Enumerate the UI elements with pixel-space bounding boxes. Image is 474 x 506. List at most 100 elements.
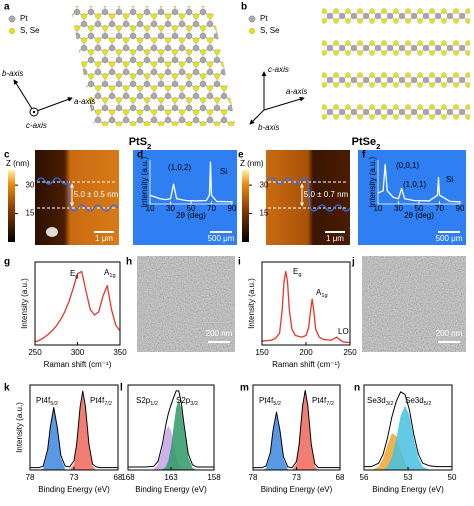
colorbar-tick-label: 15 <box>260 209 269 218</box>
legend-label-sub: 5/2 <box>50 401 58 407</box>
legend-label: Pt4f7/2 <box>312 396 334 407</box>
x-axis-label: Raman shift (cm⁻¹) <box>44 360 112 369</box>
peak-label-main: E <box>293 267 298 276</box>
legend-label-main: S2p <box>136 396 151 405</box>
section-title-main: PtSe <box>352 136 376 148</box>
y-axis-label: Intensity (a.u.) <box>20 278 29 329</box>
scale-label: 200 nm <box>206 329 233 338</box>
x-tick-label: 53 <box>404 473 413 482</box>
x-tick-label: 78 <box>249 473 258 482</box>
peak-label-sub: g <box>298 272 301 278</box>
x-tick-label: 70 <box>207 204 216 213</box>
x-tick-label: 168 <box>121 473 135 482</box>
legend-label-sub: 3/2 <box>386 401 394 407</box>
legend-label: Se3d5/2 <box>405 396 431 407</box>
legend-label-sub: 5/2 <box>424 401 432 407</box>
x-tick-label: 73 <box>292 473 301 482</box>
step-height: 5.0 ± 0.7 nm <box>304 190 349 199</box>
sem-image <box>137 256 235 352</box>
peak-label-sub: 1g <box>109 273 115 279</box>
colorbar-label: Z (nm) <box>240 159 264 168</box>
y-axis-label: Intensity (a.u.) <box>15 402 24 453</box>
legend-pt <box>248 15 256 23</box>
legend-label: Se3d3/2 <box>367 396 393 407</box>
legend-s <box>8 28 15 35</box>
x-axis-label: 2θ (deg) <box>176 211 206 220</box>
panel-letter: b <box>241 2 247 13</box>
envelope-line <box>128 390 214 468</box>
x-axis-label: Binding Energy (eV) <box>372 485 444 494</box>
scale-label: 200 nm <box>436 329 463 338</box>
peak-label: Si <box>220 167 227 176</box>
section-title: PtS2 <box>129 136 152 151</box>
axis-arrow <box>33 97 73 113</box>
legend-label: S2p1/2 <box>136 396 158 407</box>
crystal-layer <box>322 104 470 120</box>
peak-label-sub: g <box>75 274 78 280</box>
axis-label: b-axis <box>258 123 279 132</box>
peak-label: (0,0,1) <box>396 161 419 170</box>
axis-label: a-axis <box>286 87 307 96</box>
axis-label: a-axis <box>74 97 95 106</box>
x-tick-label: 56 <box>360 473 369 482</box>
colorbar-tick-label: 15 <box>26 209 35 218</box>
x-tick-label: 78 <box>26 473 35 482</box>
legend-label: Pt <box>260 14 268 23</box>
x-tick-label: 68 <box>114 473 123 482</box>
panel-letter: h <box>126 257 132 268</box>
axis-arrow <box>249 109 265 125</box>
axis-out <box>32 110 36 114</box>
y-axis-label: Intensity (a.u.) <box>140 156 149 207</box>
peak-label-main: E <box>70 269 75 278</box>
legend-label-main: Pt4f <box>259 396 274 405</box>
x-tick-label: 250 <box>28 348 42 357</box>
peak-label: A1g <box>104 268 116 279</box>
legend-label-sub: 3/2 <box>190 401 198 407</box>
section-title: PtSe2 <box>352 136 381 151</box>
crystal-layer <box>322 8 470 24</box>
panel-letter: e <box>238 150 244 161</box>
section-title-sub: 2 <box>147 142 151 151</box>
x-tick-label: 150 <box>255 348 269 357</box>
fit-peak <box>364 405 452 470</box>
x-tick-label: 250 <box>343 348 357 357</box>
legend-label-sub: 7/2 <box>104 401 112 407</box>
axis-arrow <box>263 96 305 111</box>
x-axis-label: 2θ (deg) <box>404 211 434 220</box>
x-tick-label: 163 <box>164 473 178 482</box>
crystal-layer <box>322 40 470 56</box>
legend-label: Pt4f5/2 <box>259 396 281 407</box>
legend-label: S, Se <box>20 26 40 35</box>
legend-label-main: S2p <box>176 396 191 405</box>
peak-label-main: LO <box>338 327 349 336</box>
scale-label: 1 μm <box>95 234 113 243</box>
legend-label: Pt4f5/2 <box>36 396 58 407</box>
x-axis-label: Binding Energy (eV) <box>38 485 110 494</box>
fit-peak <box>253 414 340 470</box>
peak-label: Eg <box>70 269 78 280</box>
fit-peak <box>364 433 452 470</box>
spectrum-line <box>261 270 351 344</box>
panel-letter: i <box>238 257 241 268</box>
afm-image <box>266 150 350 245</box>
peak-label: Eg <box>293 267 301 278</box>
legend-label: Pt4f7/2 <box>90 396 112 407</box>
optical-image <box>358 150 466 245</box>
peak-label: (1,0,2) <box>168 163 191 172</box>
height-profile <box>267 177 351 212</box>
peak-label-main: A <box>104 268 110 277</box>
crystal-top-view <box>70 6 236 126</box>
x-axis-label: Binding Energy (eV) <box>261 485 333 494</box>
fit-peak <box>128 399 214 470</box>
x-tick-label: 10 <box>374 204 383 213</box>
legend-label-main: Se3d <box>367 396 386 405</box>
step-height: 5.0 ± 0.5 nm <box>74 190 119 199</box>
x-tick-label: 50 <box>415 204 424 213</box>
y-axis-label: Intensity (a.u.) <box>247 278 256 329</box>
peak-label-sub: 1g <box>321 293 327 299</box>
axis-frame <box>261 261 351 346</box>
afm-particle <box>46 227 58 237</box>
panel-letter: j <box>351 257 355 268</box>
peak-label-main: (1,0,1) <box>403 180 426 189</box>
colorbar-tick-label: 30 <box>26 180 35 189</box>
